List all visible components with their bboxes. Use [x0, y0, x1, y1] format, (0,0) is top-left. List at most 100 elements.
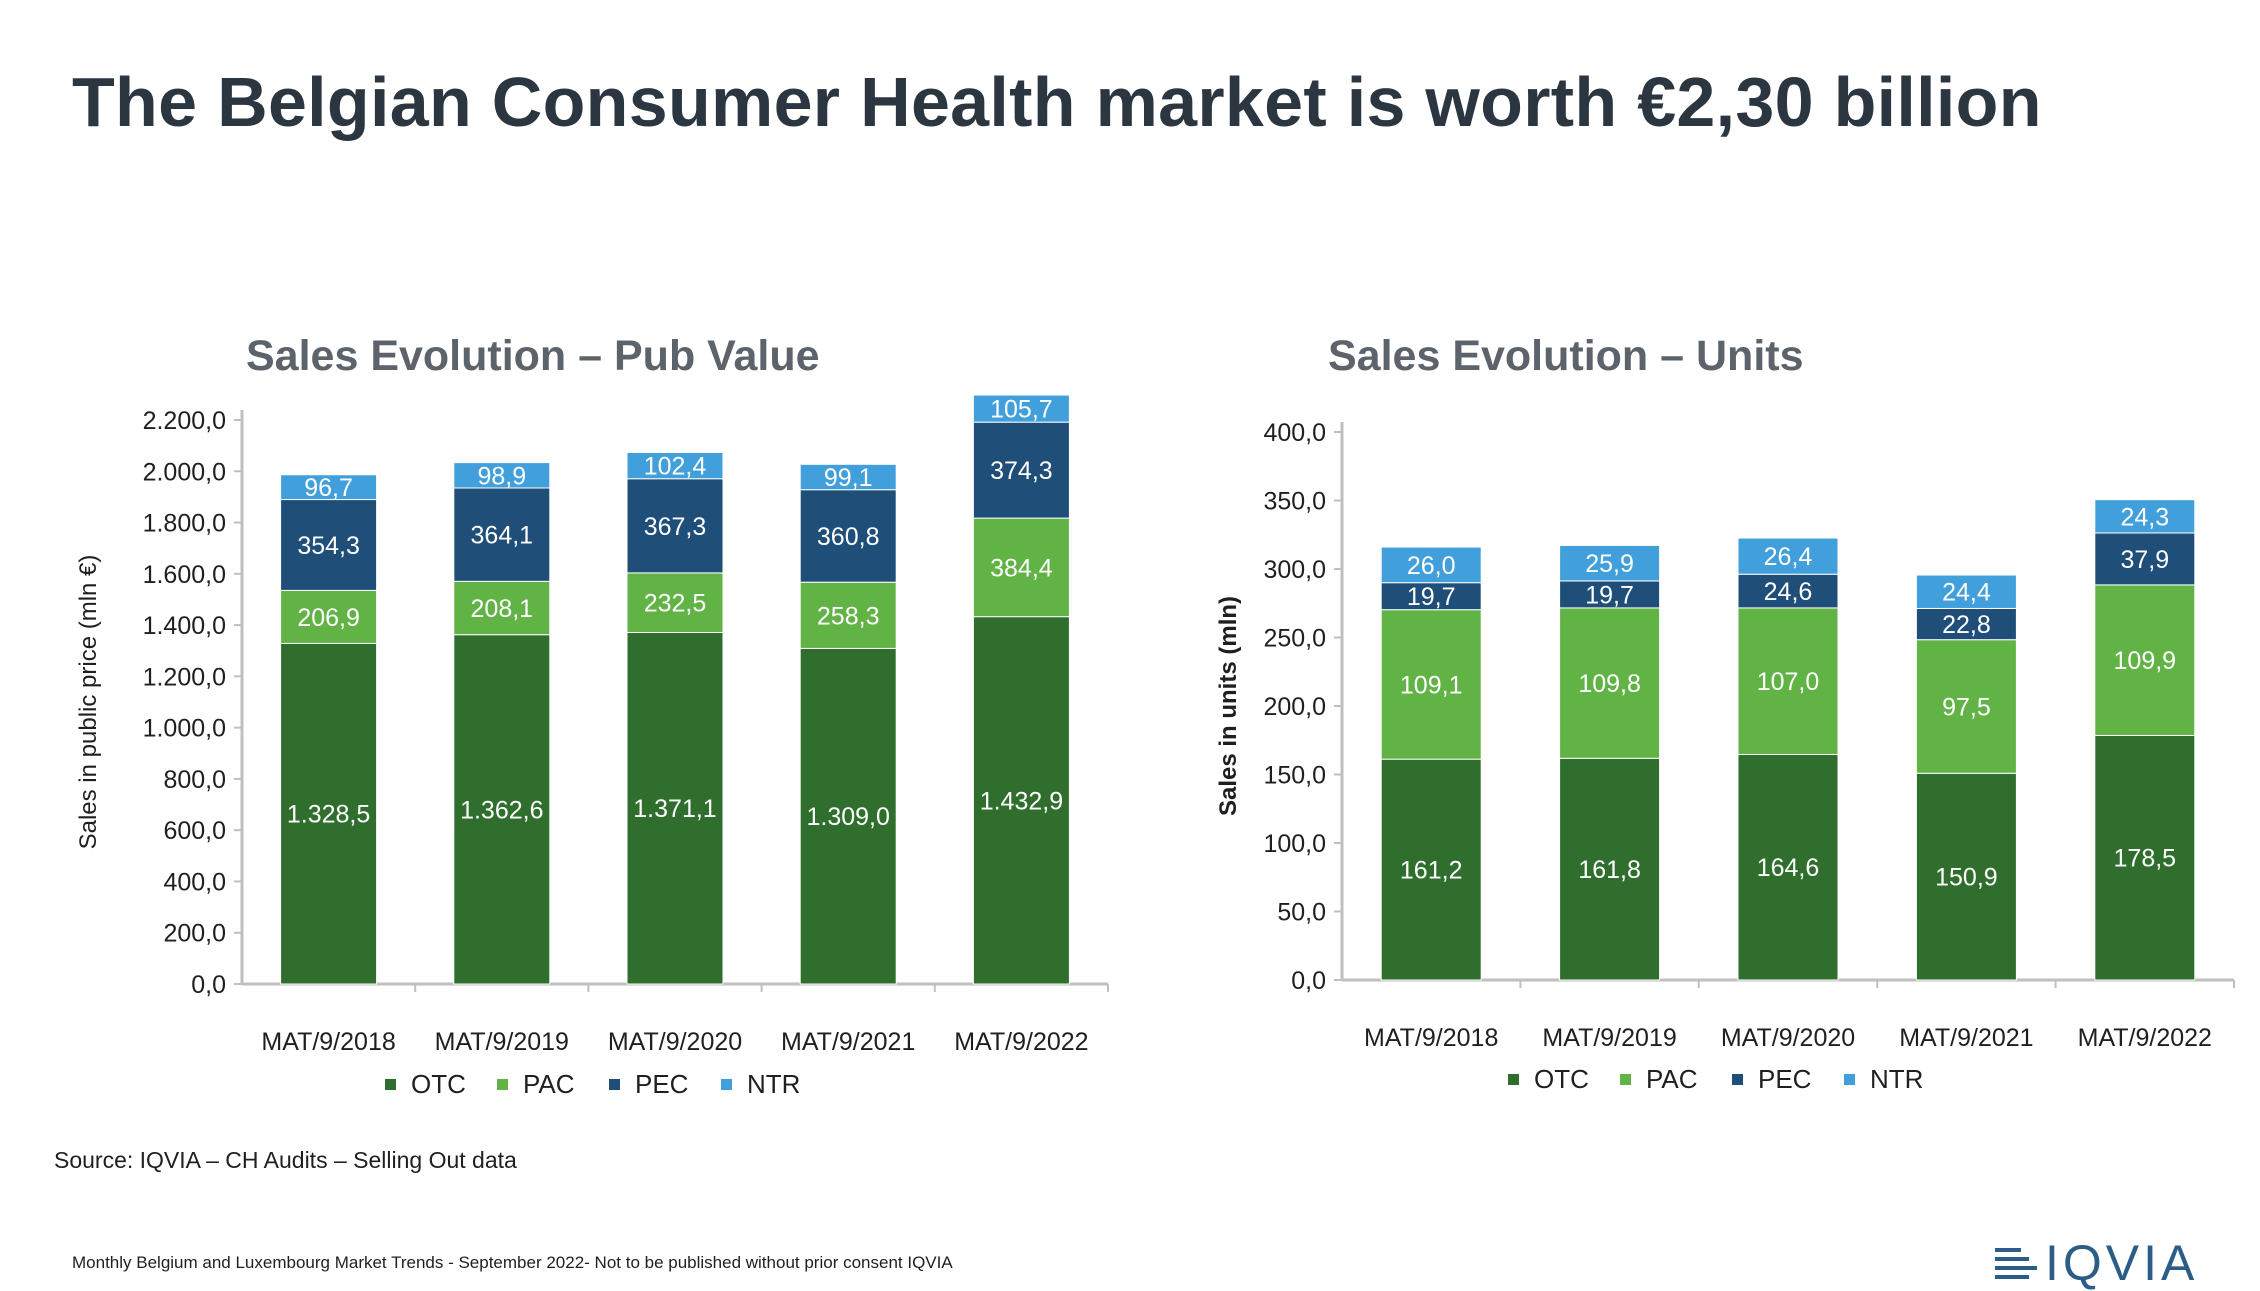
- data-label-pac: 258,3: [817, 602, 880, 630]
- bar-segment-pec: [1915, 607, 2017, 641]
- bar-segment-pac: [1559, 607, 1661, 759]
- data-label-pac: 97,5: [1942, 693, 1991, 721]
- bar-segment-pec: [799, 489, 897, 583]
- bar-segment-otc: [972, 616, 1070, 985]
- data-label-pec: 360,8: [817, 523, 880, 551]
- data-label-ntr: 26,0: [1407, 552, 1456, 580]
- data-label-pac: 232,5: [644, 590, 707, 618]
- logo-lines-icon: [1995, 1247, 2037, 1279]
- data-label-ntr: 96,7: [304, 474, 353, 502]
- iqvia-logo: IQVIA: [1995, 1238, 2198, 1288]
- bar-segment-otc: [453, 634, 551, 985]
- y-tick-label: 1.400,0: [143, 612, 226, 640]
- bar-segment-ntr: [626, 451, 724, 480]
- data-label-pac: 384,4: [990, 554, 1053, 582]
- legend-label-pec: PEC: [635, 1069, 688, 1099]
- data-label-ntr: 25,9: [1585, 550, 1634, 578]
- data-label-otc: 150,9: [1935, 864, 1998, 892]
- bar-segment-ntr: [1380, 546, 1482, 584]
- data-label-otc: 161,2: [1400, 857, 1463, 885]
- data-label-ntr: 24,3: [2120, 503, 2169, 531]
- y-tick-label: 100,0: [1263, 830, 1326, 858]
- bar-segment-ntr: [1737, 537, 1839, 575]
- y-tick-label: 300,0: [1263, 556, 1326, 584]
- x-category-label: MAT/9/2018: [1364, 1024, 1498, 1052]
- bar-segment-pec: [280, 499, 378, 591]
- y-axis-label: Sales in units (mln): [1215, 596, 1242, 816]
- data-label-pac: 109,9: [2114, 647, 2177, 675]
- data-label-pac: 109,8: [1578, 670, 1641, 698]
- x-category-label: MAT/9/2018: [261, 1028, 395, 1056]
- data-label-pec: 19,7: [1585, 581, 1634, 609]
- source-note: Source: IQVIA – CH Audits – Selling Out …: [54, 1147, 517, 1173]
- bar-segment-ntr: [799, 463, 897, 491]
- legend-swatch-pec: [609, 1079, 620, 1090]
- bar-segment-pac: [1915, 639, 2017, 774]
- y-tick-label: 1.600,0: [143, 561, 226, 589]
- y-tick-label: 800,0: [163, 766, 226, 794]
- chart-title: Sales Evolution – Units: [1328, 332, 1804, 380]
- bar-segment-otc: [626, 631, 724, 985]
- bar-segment-pec: [972, 421, 1070, 519]
- data-label-otc: 178,5: [2114, 845, 2177, 873]
- data-label-ntr: 102,4: [644, 453, 707, 481]
- y-tick-label: 1.800,0: [143, 510, 226, 538]
- bar-segment-otc: [2094, 734, 2196, 981]
- legend-label-ntr: NTR: [1870, 1064, 1923, 1094]
- page-title: The Belgian Consumer Health market is wo…: [72, 63, 2042, 141]
- bar-segment-ntr: [1915, 574, 2017, 609]
- legend-swatch-pac: [1620, 1074, 1631, 1085]
- y-tick-label: 350,0: [1263, 488, 1326, 516]
- x-category-label: MAT/9/2019: [1542, 1024, 1676, 1052]
- data-label-pac: 206,9: [297, 604, 360, 632]
- data-label-otc: 161,8: [1578, 856, 1641, 884]
- bar-segment-pac: [2094, 584, 2196, 736]
- y-axis-label: Sales in public price (mln €): [75, 555, 102, 850]
- bar-segment-otc: [280, 642, 378, 985]
- data-label-pac: 109,1: [1400, 671, 1463, 699]
- data-label-ntr: 99,1: [824, 464, 873, 492]
- x-category-label: MAT/9/2020: [1721, 1024, 1855, 1052]
- data-label-otc: 164,6: [1757, 854, 1820, 882]
- bar-segment-pac: [799, 581, 897, 649]
- bar-segment-pac: [972, 517, 1070, 618]
- bar-segment-pac: [453, 580, 551, 636]
- legend-swatch-otc: [385, 1079, 396, 1090]
- y-tick-label: 0,0: [191, 971, 226, 999]
- y-tick-label: 400,0: [163, 868, 226, 896]
- data-label-pac: 208,1: [471, 595, 534, 623]
- bar-segment-pec: [2094, 532, 2196, 586]
- legend-label-ntr: NTR: [747, 1069, 800, 1099]
- bar-segment-ntr: [280, 474, 378, 501]
- data-label-otc: 1.309,0: [806, 803, 889, 831]
- bar-segment-pec: [453, 487, 551, 582]
- bar-segment-otc: [1737, 753, 1839, 981]
- logo-text: IQVIA: [2045, 1235, 2199, 1291]
- y-tick-label: 200,0: [163, 920, 226, 948]
- y-tick-label: 2.200,0: [143, 407, 226, 435]
- bar-segment-pec: [1737, 573, 1839, 609]
- data-label-otc: 1.362,6: [460, 796, 543, 824]
- y-tick-label: 50,0: [1277, 899, 1326, 927]
- legend-swatch-pec: [1732, 1074, 1743, 1085]
- x-category-label: MAT/9/2021: [781, 1028, 915, 1056]
- y-tick-label: 200,0: [1263, 693, 1326, 721]
- bar-segment-ntr: [2094, 499, 2196, 534]
- y-tick-label: 600,0: [163, 817, 226, 845]
- legend-label-pac: PAC: [523, 1069, 575, 1099]
- data-label-pec: 37,9: [2120, 546, 2169, 574]
- data-label-otc: 1.328,5: [287, 801, 370, 829]
- legend-swatch-ntr: [721, 1079, 732, 1090]
- y-tick-label: 1.200,0: [143, 663, 226, 691]
- data-label-pec: 374,3: [990, 457, 1053, 485]
- bar-segment-pac: [1380, 609, 1482, 760]
- data-label-pec: 354,3: [297, 532, 360, 560]
- data-label-pec: 364,1: [471, 522, 534, 550]
- pub-value-chart: Sales Evolution – Pub Value Sales in publ…: [75, 332, 1109, 1099]
- footer-note: Monthly Belgium and Luxembourg Market Tr…: [72, 1253, 953, 1272]
- x-category-label: MAT/9/2022: [2078, 1024, 2212, 1052]
- data-label-pec: 19,7: [1407, 583, 1456, 611]
- data-label-ntr: 26,4: [1764, 543, 1813, 571]
- units-chart: Sales Evolution – Units Sales in units (m…: [1215, 332, 2235, 1094]
- bar-segment-pac: [1737, 607, 1839, 755]
